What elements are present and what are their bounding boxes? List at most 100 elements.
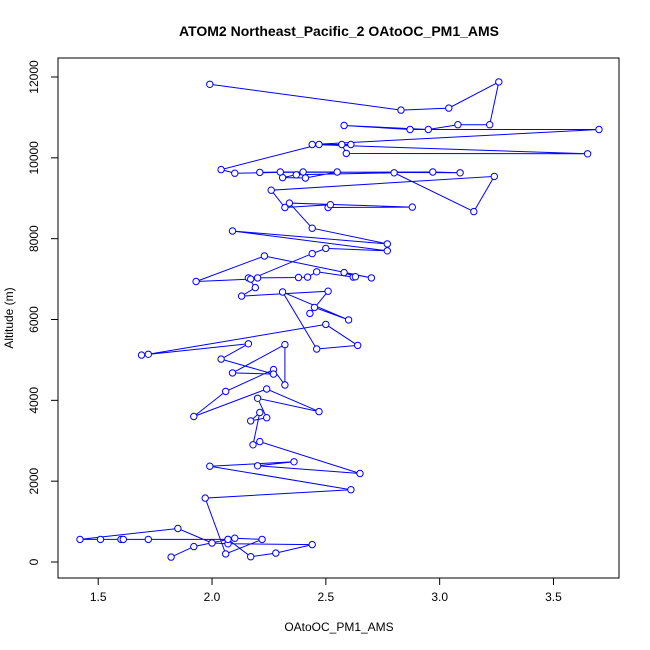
data-point — [324, 287, 332, 295]
x-tick-label: 2.0 — [204, 590, 221, 604]
data-point — [231, 169, 239, 177]
data-point — [322, 320, 330, 329]
data-point — [583, 150, 592, 158]
data-point — [119, 535, 128, 544]
data-point — [315, 140, 323, 149]
y-tick-label: 10000 — [27, 141, 41, 175]
data-point — [406, 125, 414, 134]
x-axis: 1.5 2.0 2.5 3.0 3.5 — [90, 577, 562, 604]
data-point — [342, 149, 350, 158]
data-point — [253, 274, 262, 282]
data-point — [390, 169, 398, 177]
data-point — [354, 341, 362, 350]
data-point — [333, 168, 341, 176]
data-point — [294, 273, 303, 282]
data-point — [222, 550, 230, 558]
data-point — [167, 553, 175, 561]
data-point — [263, 385, 271, 393]
data-point — [367, 274, 376, 282]
data-point — [356, 469, 364, 478]
data-point — [228, 369, 237, 377]
data-point — [315, 407, 323, 416]
data-point — [76, 535, 84, 544]
data-point — [267, 186, 275, 194]
data-point — [269, 370, 278, 378]
data-point — [190, 412, 198, 421]
data-point — [224, 535, 232, 544]
data-point — [201, 494, 209, 502]
y-tick-label: 12000 — [27, 60, 41, 94]
data-point — [290, 458, 298, 466]
y-tick-label: 4000 — [27, 387, 41, 414]
data-point — [308, 224, 316, 232]
data-point — [192, 277, 200, 286]
data-point — [144, 350, 153, 358]
data-point — [383, 247, 391, 255]
data-point — [408, 203, 416, 211]
data-point — [276, 168, 284, 176]
chart-title: ATOM2 Northeast_Pacific_2 OAtoOC_PM1_AMS — [179, 23, 499, 39]
y-tick-label: 0 — [27, 558, 41, 565]
data-point — [308, 249, 316, 258]
data-point — [340, 268, 348, 277]
data-point — [206, 462, 214, 470]
data-point — [322, 244, 330, 253]
data-point — [495, 78, 503, 86]
data-point — [253, 462, 262, 470]
data-point — [308, 140, 316, 149]
data-point — [383, 240, 391, 248]
data-point — [247, 417, 255, 425]
data-point — [228, 227, 237, 235]
data-point — [260, 252, 269, 260]
data-point — [285, 199, 294, 207]
y-axis: 0 2000 4000 6000 8000 10000 12000 — [27, 60, 59, 565]
data-point — [397, 106, 405, 114]
x-tick-label: 2.5 — [317, 590, 334, 604]
y-axis-label: Altitude (m) — [2, 287, 16, 348]
data-point — [310, 303, 319, 312]
data-point — [253, 394, 262, 402]
data-point — [445, 104, 453, 112]
data-point — [217, 165, 225, 174]
data-point — [490, 172, 498, 181]
data-point — [424, 125, 432, 134]
data-point — [247, 275, 255, 283]
data-point — [231, 534, 239, 542]
series-layer — [76, 78, 603, 561]
data-point — [456, 169, 464, 177]
data-point — [144, 535, 153, 544]
data-point — [249, 441, 257, 449]
data-point — [251, 283, 260, 292]
data-point — [190, 542, 198, 551]
x-tick-label: 1.5 — [90, 590, 107, 604]
data-point — [96, 535, 105, 544]
data-point — [256, 168, 264, 177]
data-point — [351, 273, 360, 281]
data-point — [137, 351, 146, 359]
data-point — [347, 486, 355, 494]
data-point — [313, 268, 321, 276]
data-point — [299, 168, 307, 176]
data-point — [454, 121, 462, 129]
data-point — [303, 273, 312, 281]
data-point — [258, 535, 266, 544]
data-point — [595, 125, 603, 134]
data-point — [338, 140, 346, 149]
data-point — [313, 345, 321, 353]
data-point — [237, 292, 246, 300]
data-point — [308, 540, 316, 549]
data-point — [222, 387, 230, 396]
x-axis-label: OAtoOC_PM1_AMS — [284, 620, 393, 634]
data-point — [292, 171, 300, 179]
data-point — [486, 121, 494, 129]
data-point — [256, 408, 264, 417]
data-point — [208, 539, 216, 547]
data-point — [206, 80, 214, 89]
data-point — [217, 355, 225, 363]
data-point — [344, 316, 353, 324]
y-tick-label: 6000 — [27, 306, 41, 333]
data-point — [429, 168, 437, 176]
data-point — [247, 553, 255, 561]
data-point — [272, 549, 280, 557]
